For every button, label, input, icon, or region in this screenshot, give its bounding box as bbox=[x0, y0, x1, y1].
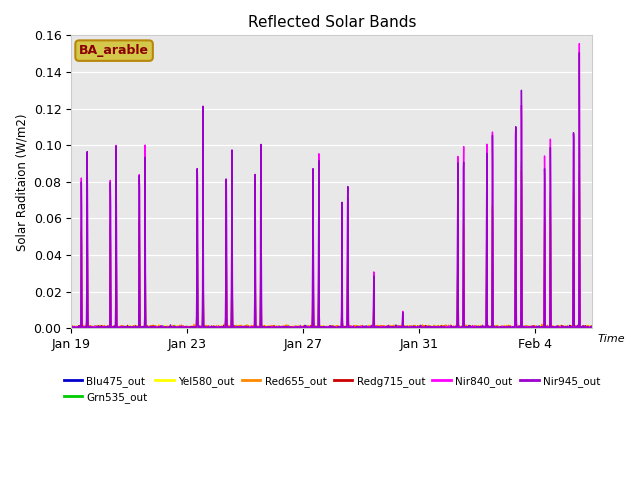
Grn535_out bbox=[336, 325, 344, 331]
Blu475_out bbox=[575, 240, 583, 246]
Yel580_out bbox=[118, 323, 125, 329]
Legend: Blu475_out, Grn535_out, Yel580_out, Red655_out, Redg715_out, Nir840_out, Nir945_: Blu475_out, Grn535_out, Yel580_out, Red6… bbox=[60, 372, 604, 407]
Grn535_out bbox=[118, 325, 125, 331]
Blu475_out bbox=[589, 325, 596, 331]
Line: Grn535_out: Grn535_out bbox=[71, 154, 593, 328]
Text: BA_arable: BA_arable bbox=[79, 44, 149, 57]
Redg715_out bbox=[67, 324, 75, 330]
Grn535_out bbox=[522, 324, 529, 330]
Nir840_out bbox=[67, 324, 75, 330]
Redg715_out bbox=[589, 325, 596, 331]
Nir840_out bbox=[348, 325, 356, 331]
Redg715_out bbox=[183, 325, 191, 331]
Yel580_out bbox=[589, 324, 596, 330]
Nir840_out bbox=[149, 324, 157, 330]
Blu475_out bbox=[118, 325, 125, 331]
Yel580_out bbox=[522, 324, 529, 330]
Grn535_out bbox=[257, 318, 264, 324]
Redg715_out bbox=[117, 325, 125, 331]
Blu475_out bbox=[348, 324, 356, 329]
Yel580_out bbox=[183, 324, 191, 330]
Nir945_out bbox=[348, 324, 356, 330]
Grn535_out bbox=[183, 325, 191, 331]
Red655_out bbox=[67, 324, 75, 330]
Nir945_out bbox=[257, 266, 264, 272]
Red655_out bbox=[348, 324, 356, 329]
Blu475_out bbox=[149, 324, 157, 330]
Nir840_out bbox=[257, 265, 264, 271]
Red655_out bbox=[575, 162, 583, 168]
Line: Yel580_out: Yel580_out bbox=[71, 158, 593, 328]
Y-axis label: Solar Raditaion (W/m2): Solar Raditaion (W/m2) bbox=[15, 113, 28, 251]
Yel580_out bbox=[257, 285, 264, 290]
Nir945_out bbox=[183, 324, 191, 330]
Nir840_out bbox=[522, 324, 529, 330]
Red655_out bbox=[589, 324, 596, 330]
Red655_out bbox=[257, 287, 264, 293]
Red655_out bbox=[237, 324, 244, 330]
Yel580_out bbox=[348, 324, 356, 330]
Redg715_out bbox=[118, 325, 126, 331]
Nir840_out bbox=[589, 325, 596, 331]
Redg715_out bbox=[257, 286, 264, 291]
Grn535_out bbox=[348, 325, 356, 331]
Yel580_out bbox=[67, 325, 75, 331]
Red655_out bbox=[183, 324, 191, 330]
Nir945_out bbox=[575, 50, 583, 56]
Nir945_out bbox=[181, 325, 189, 331]
Blu475_out bbox=[67, 325, 75, 331]
Redg715_out bbox=[348, 325, 356, 331]
Redg715_out bbox=[150, 325, 157, 331]
Line: Nir945_out: Nir945_out bbox=[71, 53, 593, 328]
Redg715_out bbox=[522, 325, 529, 331]
Nir945_out bbox=[118, 324, 125, 330]
Grn535_out bbox=[149, 324, 157, 330]
Red655_out bbox=[522, 323, 529, 329]
Nir945_out bbox=[522, 325, 529, 331]
Nir945_out bbox=[67, 324, 75, 330]
Line: Blu475_out: Blu475_out bbox=[71, 243, 593, 328]
Yel580_out bbox=[203, 325, 211, 331]
Blu475_out bbox=[586, 325, 594, 331]
Nir945_out bbox=[589, 324, 596, 330]
Nir840_out bbox=[167, 325, 175, 331]
Title: Reflected Solar Bands: Reflected Solar Bands bbox=[248, 15, 416, 30]
Red655_out bbox=[149, 324, 157, 330]
Line: Redg715_out: Redg715_out bbox=[71, 171, 593, 328]
Grn535_out bbox=[589, 325, 596, 331]
Blu475_out bbox=[257, 322, 264, 327]
Line: Red655_out: Red655_out bbox=[71, 165, 593, 327]
Yel580_out bbox=[149, 324, 157, 329]
Blu475_out bbox=[183, 325, 191, 331]
Grn535_out bbox=[67, 325, 75, 331]
Grn535_out bbox=[575, 151, 583, 156]
Red655_out bbox=[118, 323, 125, 328]
Redg715_out bbox=[518, 168, 525, 174]
Nir945_out bbox=[149, 325, 157, 331]
Yel580_out bbox=[575, 155, 583, 161]
Blu475_out bbox=[521, 325, 529, 331]
Text: Time: Time bbox=[598, 334, 625, 344]
Line: Nir840_out: Nir840_out bbox=[71, 44, 593, 328]
Nir840_out bbox=[118, 324, 125, 330]
Nir840_out bbox=[575, 41, 583, 47]
Nir840_out bbox=[183, 323, 191, 329]
